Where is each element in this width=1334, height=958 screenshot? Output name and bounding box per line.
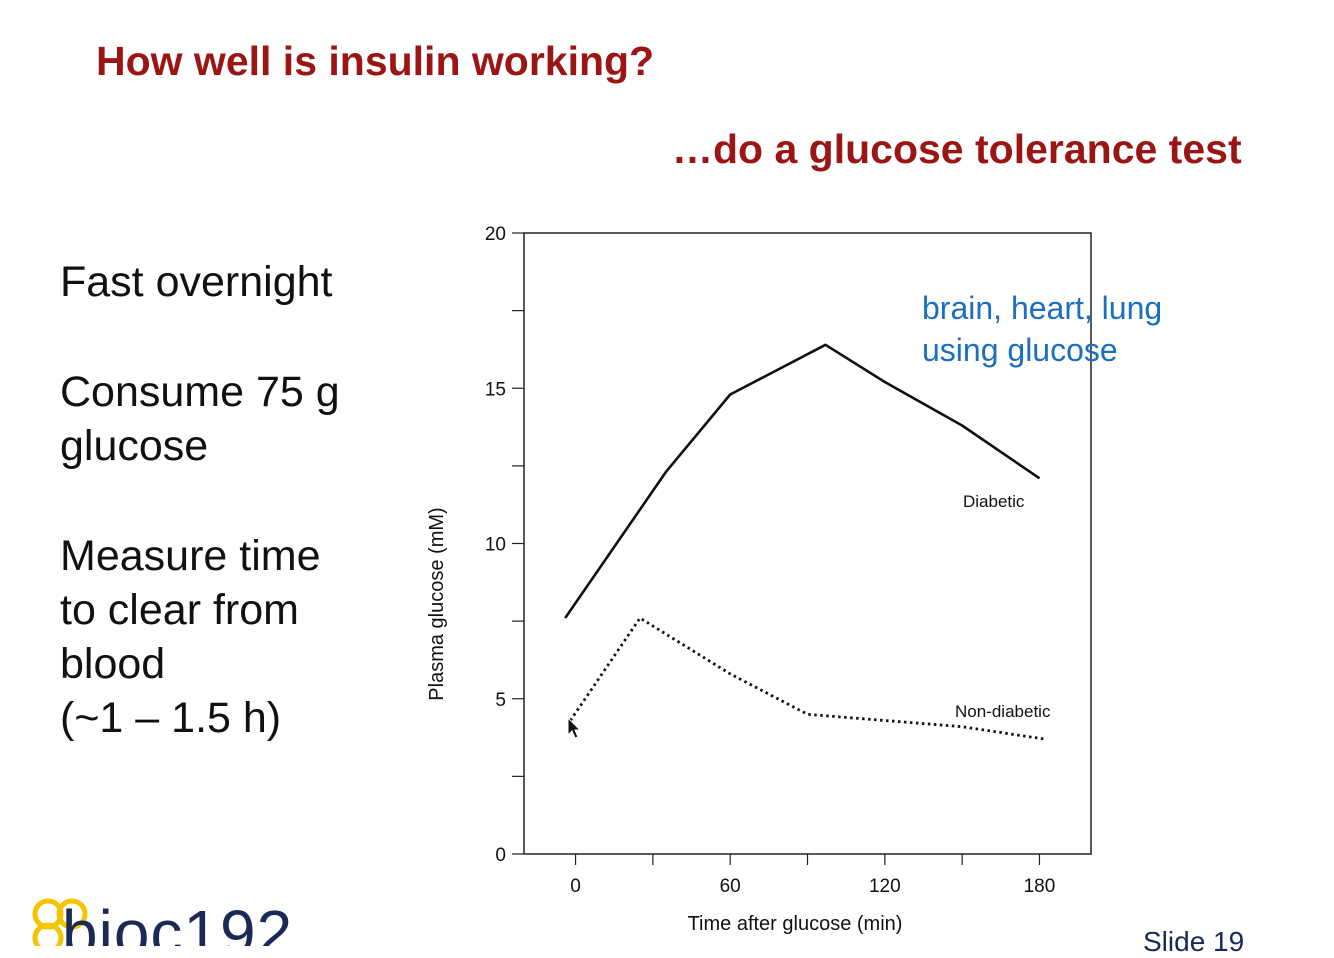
y-tick-label: 5 bbox=[495, 690, 506, 711]
x-tick-label: 180 bbox=[1024, 876, 1056, 897]
y-tick-label: 15 bbox=[485, 379, 506, 400]
x-tick-label: 0 bbox=[570, 876, 581, 897]
x-tick-label: 60 bbox=[720, 876, 741, 897]
x-axis-label: Time after glucose (min) bbox=[688, 913, 903, 935]
step-line: glucose bbox=[60, 422, 209, 470]
step-line: (~1 – 1.5 h) bbox=[60, 694, 282, 742]
step-line: Measure time bbox=[60, 532, 321, 580]
series-line-diabetic bbox=[564, 343, 1041, 619]
logo-mark-icon bbox=[32, 898, 88, 946]
slide-number: Slide 19 bbox=[1143, 926, 1245, 957]
y-tick-label: 20 bbox=[485, 224, 506, 245]
y-axis-label: Plasma glucose (mM) bbox=[426, 507, 448, 700]
slide-title: How well is insulin working? bbox=[96, 38, 655, 84]
series-label-non-diabetic: Non-diabetic bbox=[955, 702, 1051, 721]
x-tick-label: 120 bbox=[869, 876, 901, 897]
y-tick-label: 0 bbox=[495, 845, 506, 866]
step-line: Consume 75 g bbox=[60, 368, 340, 416]
step-measure: Measure time to clear from blood (~1 – 1… bbox=[60, 529, 340, 745]
step-line: blood bbox=[60, 640, 166, 688]
cursor-arrow-icon bbox=[567, 716, 582, 739]
slide-subtitle: …do a glucose tolerance test bbox=[672, 126, 1242, 172]
logo-text: bioc192 bbox=[62, 897, 294, 946]
step-line: Fast overnight bbox=[60, 258, 333, 306]
step-line: to clear from bbox=[60, 586, 299, 634]
procedure-steps: Fast overnight Consume 75 g glucose Meas… bbox=[60, 255, 340, 801]
course-logo: bioc192 bbox=[24, 890, 314, 946]
annotation-line: using glucose bbox=[922, 332, 1118, 368]
annotation-line: brain, heart, lung bbox=[922, 290, 1163, 326]
y-tick-label: 10 bbox=[485, 535, 506, 556]
organ-annotation: brain, heart, lung using glucose bbox=[922, 287, 1162, 371]
series-label-diabetic: Diabetic bbox=[963, 492, 1025, 511]
step-fast: Fast overnight bbox=[60, 255, 340, 309]
step-consume: Consume 75 g glucose bbox=[60, 365, 340, 473]
